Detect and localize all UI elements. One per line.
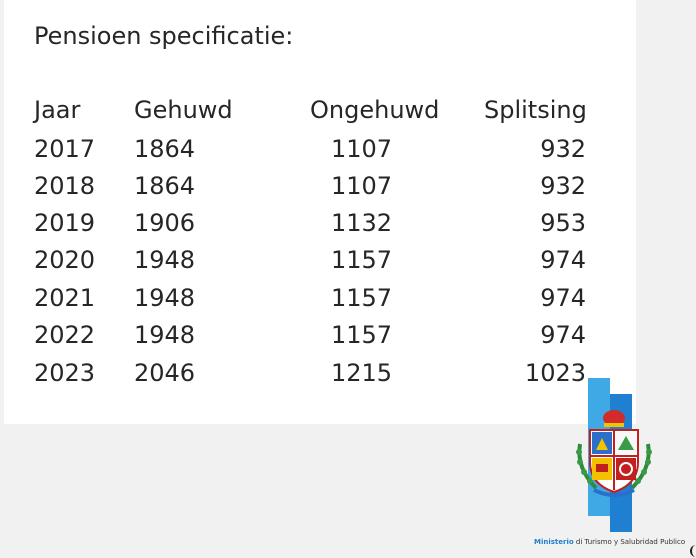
table-row-year: 2018	[34, 172, 96, 200]
table-cell-splitsing: 974	[540, 321, 586, 349]
table-row-year: 2020	[34, 246, 96, 274]
header-ongehuwd: Ongehuwd	[310, 96, 440, 124]
table-cell-splitsing: 953	[540, 209, 586, 237]
table-cell-gehuwd: 1948	[134, 321, 196, 349]
header-gehuwd: Gehuwd	[134, 96, 233, 124]
page-title: Pensioen specificatie:	[34, 22, 294, 50]
table-cell-ongehuwd: 1157	[331, 321, 393, 349]
header-jaar: Jaar	[34, 96, 81, 124]
header-splitsing: Splitsing	[484, 96, 587, 124]
corner-mark	[690, 545, 696, 557]
table-cell-gehuwd: 2046	[134, 359, 196, 387]
ministry-logo	[560, 378, 670, 533]
pension-card: Pensioen specificatie: Jaar Gehuwd Ongeh…	[4, 0, 636, 424]
ministry-word: Ministerio	[534, 538, 574, 546]
coat-of-arms-icon	[576, 410, 652, 497]
table-cell-ongehuwd: 1107	[331, 172, 393, 200]
table-cell-gehuwd: 1948	[134, 246, 196, 274]
table-cell-splitsing: 1023	[524, 359, 586, 387]
table-cell-ongehuwd: 1107	[331, 135, 393, 163]
table-row-year: 2019	[34, 209, 96, 237]
table-cell-ongehuwd: 1215	[331, 359, 393, 387]
ministry-name: di Turismo y Salubridad Publico	[573, 538, 686, 546]
table-row-year: 2017	[34, 135, 96, 163]
table-row-year: 2021	[34, 284, 96, 312]
table-cell-gehuwd: 1948	[134, 284, 196, 312]
table-cell-gehuwd: 1906	[134, 209, 196, 237]
table-row-year: 2023	[34, 359, 96, 387]
table-cell-gehuwd: 1864	[134, 172, 196, 200]
table-cell-splitsing: 932	[540, 135, 586, 163]
table-cell-splitsing: 932	[540, 172, 586, 200]
table-cell-splitsing: 974	[540, 246, 586, 274]
table-cell-ongehuwd: 1157	[331, 246, 393, 274]
table-cell-ongehuwd: 1132	[331, 209, 393, 237]
table-cell-ongehuwd: 1157	[331, 284, 393, 312]
table-cell-splitsing: 974	[540, 284, 586, 312]
ministry-footer: Ministerio di Turismo y Salubridad Publi…	[534, 538, 685, 546]
table-cell-gehuwd: 1864	[134, 135, 196, 163]
table-row-year: 2022	[34, 321, 96, 349]
